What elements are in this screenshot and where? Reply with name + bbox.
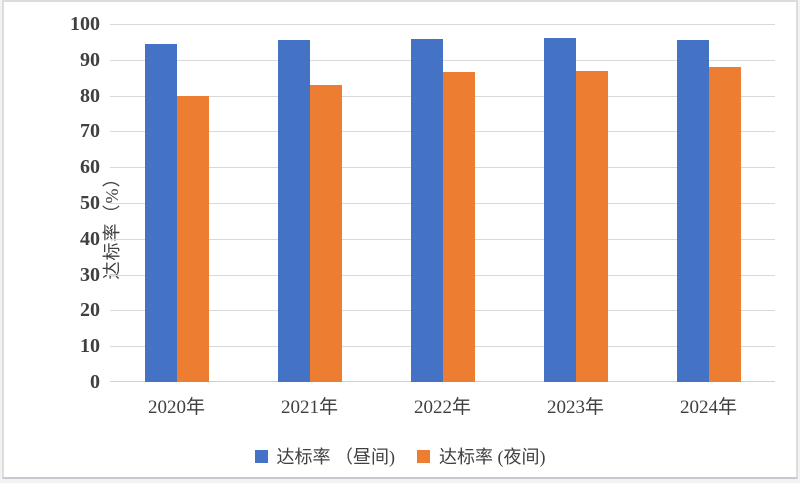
bar-nighttime <box>309 84 342 382</box>
bar-group <box>509 24 642 382</box>
y-tick-label: 60 <box>80 156 100 179</box>
bar-nighttime <box>708 66 741 382</box>
y-tick-label: 90 <box>80 48 100 71</box>
x-axis-labels: 2020年 2021年 2022年 2023年 2024年 <box>110 392 775 419</box>
gridline <box>110 59 775 61</box>
x-axis-label: 2020年 <box>147 397 205 418</box>
bar-nighttime <box>176 95 209 382</box>
legend-color-swatch <box>417 449 430 463</box>
gridline <box>110 24 775 25</box>
bar-daytime <box>543 37 576 382</box>
y-tick-label: 0 <box>90 371 100 393</box>
bar-group <box>642 24 775 382</box>
y-tick-label: 40 <box>80 227 100 250</box>
y-tick-label: 20 <box>80 299 100 322</box>
bar-group <box>376 24 509 382</box>
legend-item: 达标率 (夜间) <box>417 443 546 469</box>
legend-color-swatch <box>254 449 268 463</box>
bar-groups <box>110 24 775 382</box>
x-axis-label: 2021年 <box>280 397 338 418</box>
y-tick-label: 80 <box>80 84 100 107</box>
bar-daytime <box>676 39 709 382</box>
bar-daytime <box>277 40 310 382</box>
y-tick-label: 100 <box>70 13 100 35</box>
bar-group <box>243 24 376 382</box>
bar-nighttime <box>442 72 475 382</box>
y-tick-label: 70 <box>80 120 100 143</box>
legend: 达标率 （昼间) 达标率 (夜间) <box>4 443 796 469</box>
bar-daytime <box>144 43 177 382</box>
y-tick-label: 50 <box>80 192 100 214</box>
x-axis-label: 2024年 <box>679 397 737 418</box>
legend-item: 达标率 （昼间) <box>254 443 396 469</box>
y-tick-label: 30 <box>80 263 100 286</box>
bar-nighttime <box>575 70 608 382</box>
legend-label: 达标率 (夜间) <box>439 447 546 467</box>
bar-daytime <box>410 38 443 382</box>
y-tick-label: 10 <box>80 335 100 358</box>
bar-group <box>110 24 243 382</box>
legend-label: 达标率 （昼间) <box>276 447 396 467</box>
x-axis-label: 2023年 <box>546 397 604 418</box>
x-axis-label: 2022年 <box>413 397 471 418</box>
